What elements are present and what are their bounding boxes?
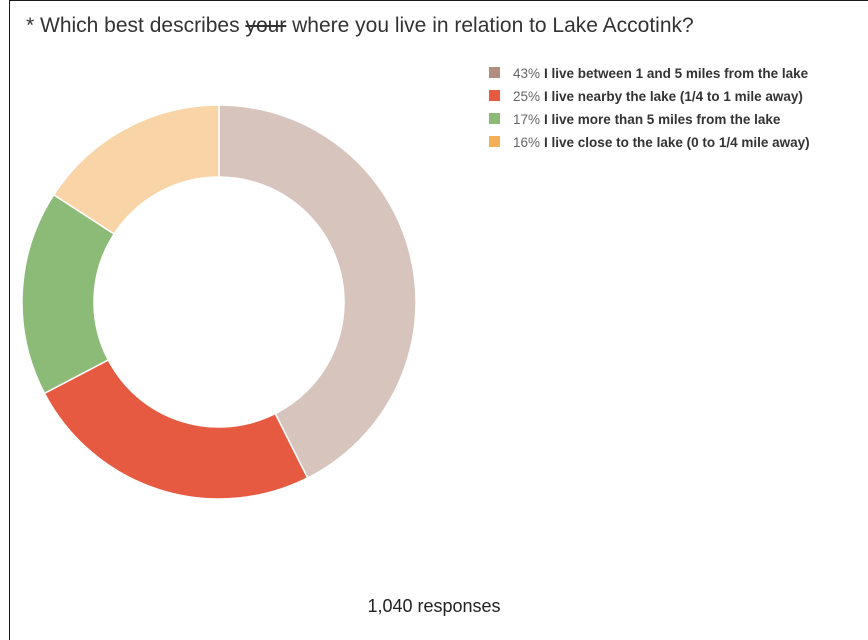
response-count: 1,040 responses [367, 596, 501, 616]
legend-label: I live nearby the lake (1/4 to 1 mile aw… [544, 89, 803, 104]
legend-item[interactable]: 25% I live nearby the lake (1/4 to 1 mile… [487, 87, 867, 106]
legend-swatch [489, 113, 500, 124]
question-prefix: * Which best describes [26, 14, 246, 37]
legend-label: I live between 1 and 5 miles from the la… [544, 66, 809, 81]
question-suffix: where you live in relation to Lake Accot… [286, 14, 694, 37]
legend-item[interactable]: 16% I live close to the lake (0 to 1/4 mi… [487, 133, 867, 152]
legend-label: I live more than 5 miles from the lake [544, 112, 781, 127]
legend-swatch [489, 136, 500, 147]
question-title: * Which best describes your where you li… [26, 14, 694, 38]
legend-item[interactable]: 17% I live more than 5 miles from the lak… [487, 110, 867, 129]
question-struck-word: your [245, 14, 287, 37]
donut-slice[interactable] [43, 358, 309, 500]
legend-percent: 17% [513, 112, 541, 127]
donut-slice[interactable] [52, 104, 220, 236]
legend-item[interactable]: 43% I live between 1 and 5 miles from the… [487, 64, 867, 83]
legend-label: I live close to the lake (0 to 1/4 mile … [544, 135, 810, 150]
legend-swatch [489, 67, 500, 78]
legend-percent: 43% [513, 66, 541, 81]
legend-swatch [489, 90, 500, 101]
legend-percent: 16% [513, 135, 541, 150]
chart-frame [9, 0, 868, 640]
donut-chart [21, 104, 417, 500]
legend-percent: 25% [513, 89, 541, 104]
donut-slice[interactable] [218, 104, 417, 479]
chart-legend: 43% I live between 1 and 5 miles from the… [487, 64, 867, 156]
